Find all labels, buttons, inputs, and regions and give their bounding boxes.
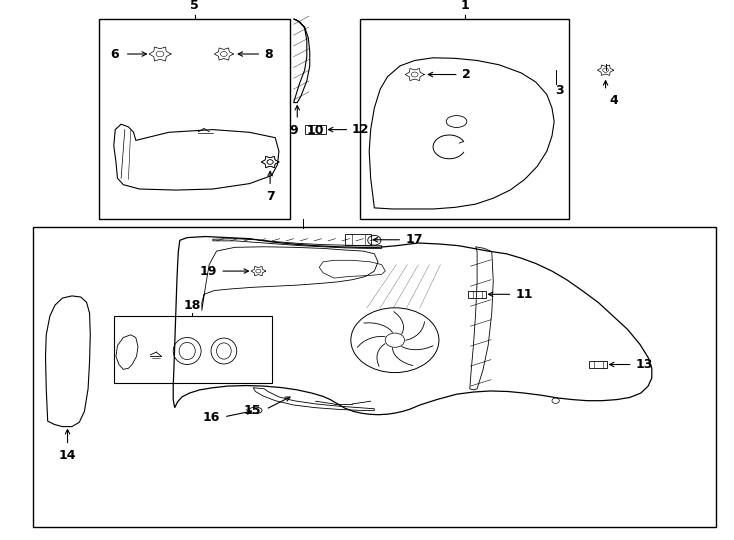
Bar bbox=[360, 19, 569, 219]
Bar bbox=[589, 361, 607, 368]
Text: 10: 10 bbox=[307, 124, 324, 137]
Text: 6: 6 bbox=[110, 48, 119, 60]
Text: 16: 16 bbox=[203, 411, 220, 424]
Text: 4: 4 bbox=[609, 94, 618, 107]
Bar bbox=[114, 316, 272, 383]
Bar bbox=[468, 291, 486, 298]
Text: 15: 15 bbox=[243, 404, 261, 417]
Text: 13: 13 bbox=[636, 358, 653, 371]
Text: 11: 11 bbox=[515, 288, 533, 301]
Text: 1: 1 bbox=[460, 0, 469, 12]
Text: 7: 7 bbox=[266, 190, 275, 203]
Bar bbox=[33, 227, 716, 526]
Text: 12: 12 bbox=[352, 123, 369, 136]
Bar bbox=[99, 19, 290, 219]
Text: 18: 18 bbox=[184, 299, 201, 312]
Text: 8: 8 bbox=[264, 48, 273, 60]
Text: 17: 17 bbox=[405, 233, 423, 246]
Text: 19: 19 bbox=[199, 265, 217, 278]
Text: 2: 2 bbox=[462, 68, 470, 81]
Text: 14: 14 bbox=[59, 449, 76, 462]
Text: 3: 3 bbox=[556, 84, 564, 97]
Bar bbox=[305, 125, 326, 134]
Text: 5: 5 bbox=[190, 0, 199, 12]
Text: 9: 9 bbox=[289, 124, 298, 137]
Bar bbox=[345, 234, 371, 245]
